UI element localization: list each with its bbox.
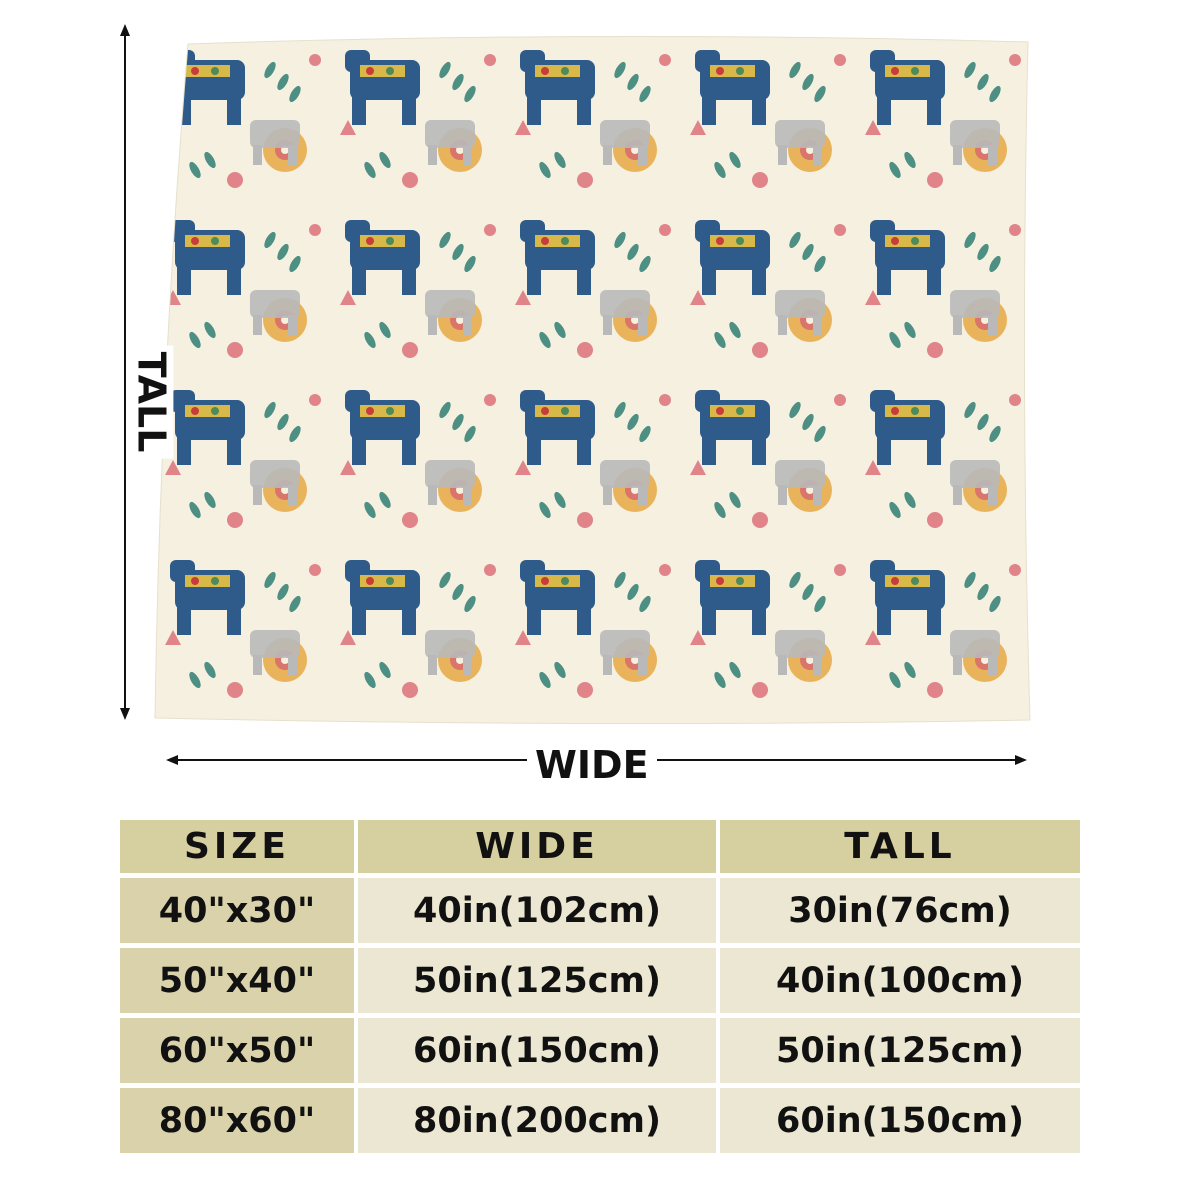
header-row: SIZE WIDE TALL — [120, 820, 1080, 873]
blanket — [154, 35, 1031, 725]
table-row: 80"x60" 80in(200cm) 60in(150cm) — [120, 1088, 1080, 1153]
table-row: 40"x30" 40in(102cm) 30in(76cm) — [120, 878, 1080, 943]
table-row: 60"x50" 60in(150cm) 50in(125cm) — [120, 1018, 1080, 1083]
table-cell: 60in(150cm) — [720, 1088, 1080, 1153]
header-cell: SIZE — [120, 820, 354, 873]
header-cell: WIDE — [358, 820, 716, 873]
table-cell: 60in(150cm) — [358, 1018, 716, 1083]
table-cell: 50in(125cm) — [358, 948, 716, 1013]
table-cell: 80in(200cm) — [358, 1088, 716, 1153]
table-cell: 80"x60" — [120, 1088, 354, 1153]
table-cell: 40in(100cm) — [720, 948, 1080, 1013]
table-cell: 60"x50" — [120, 1018, 354, 1083]
tall-label: TALL — [129, 345, 174, 459]
wide-label: WIDE — [527, 745, 657, 785]
size-table: SIZE WIDE TALL 40"x30" 40in(102cm) 30in(76cm)… — [120, 820, 1080, 1158]
table-cell: 50in(125cm) — [720, 1018, 1080, 1083]
table-cell: 30in(76cm) — [720, 878, 1080, 943]
table-cell: 40in(102cm) — [358, 878, 716, 943]
table-cell: 40"x30" — [120, 878, 354, 943]
header-cell: TALL — [720, 820, 1080, 873]
table-row: 50"x40" 50in(125cm) 40in(100cm) — [120, 948, 1080, 1013]
table-cell: 50"x40" — [120, 948, 354, 1013]
